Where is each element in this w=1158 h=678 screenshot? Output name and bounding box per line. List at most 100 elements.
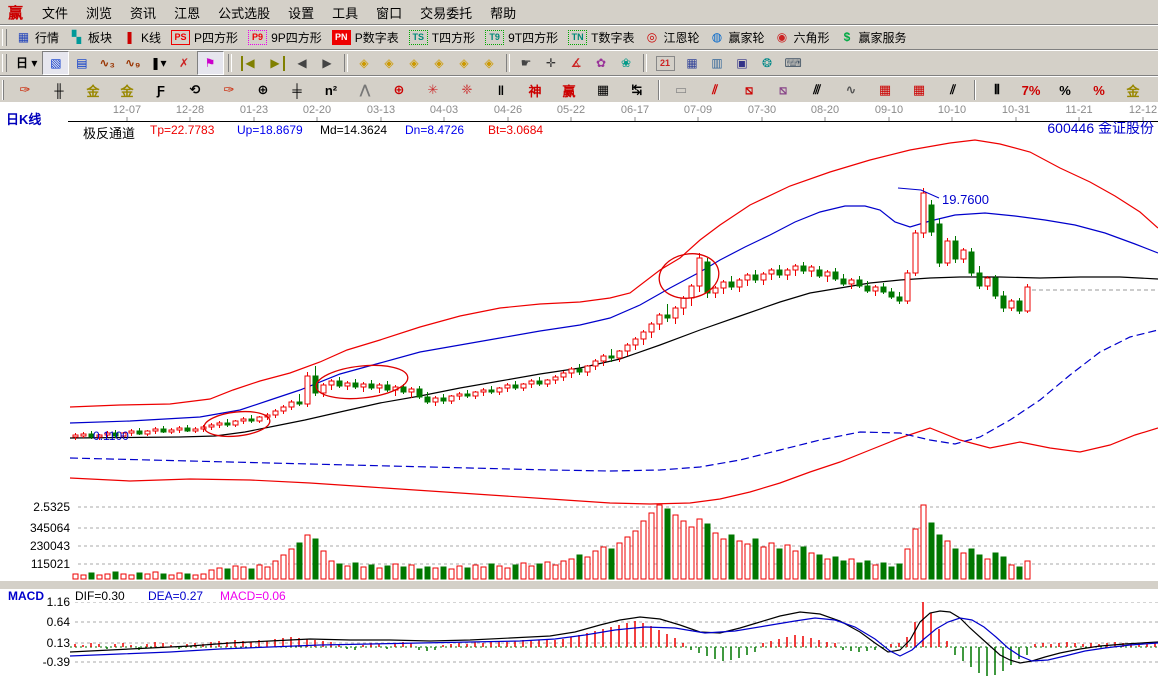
seven-percent-button[interactable]: 7%	[1014, 79, 1048, 101]
gold-grid-1-button[interactable]: 金	[76, 79, 110, 101]
calculator-button[interactable]: ▦	[680, 52, 705, 74]
chart-area[interactable]: 12-07 12-28 01-23 02-20 03-13 04-03 04-26 05-22…	[0, 102, 1158, 678]
parallel-button[interactable]: ⫽	[936, 79, 970, 101]
t-square-button[interactable]: TS T四方形	[404, 27, 480, 49]
tri-fan-button[interactable]: ⫻	[800, 79, 834, 101]
fan-box-button[interactable]: ⧅	[732, 79, 766, 101]
menu-item-1[interactable]: 浏览	[86, 5, 113, 21]
save-remote-button[interactable]: ❂	[755, 52, 780, 74]
gold-circle-button[interactable]: 金	[1116, 79, 1150, 101]
page-left-button[interactable]: ◀	[290, 52, 315, 74]
draw-pen-2-button[interactable]: ✑	[212, 79, 246, 101]
workstation-button[interactable]: ⌨	[780, 52, 807, 74]
bars-tool-button[interactable]: ⫴	[980, 79, 1014, 101]
dense-grid-button[interactable]: ╪	[280, 79, 314, 101]
menu-item-3[interactable]: 江恩	[174, 5, 201, 21]
mini-chart-3-icon: ∿₃	[99, 55, 115, 70]
hand-tool-button[interactable]: ☛	[514, 52, 539, 74]
menu-item-6[interactable]: 工具	[332, 5, 359, 21]
macd-axis-label: -0.39	[42, 655, 70, 669]
go-first-button[interactable]: ◀	[236, 52, 263, 74]
winner-wheel-icon: ◍	[711, 30, 723, 44]
shen-grid-button[interactable]: 神	[518, 79, 552, 101]
diamond-shrink-button[interactable]: ◈	[427, 52, 452, 74]
p-digit-table-button[interactable]: PN P数字表	[327, 27, 404, 49]
angle-fan-icon: ⋀	[359, 82, 371, 97]
quotes-button[interactable]: ▦ 行情	[11, 27, 64, 49]
k-mark-button[interactable]: ǁ	[484, 79, 518, 101]
flag-chart-button[interactable]: ⚑	[196, 51, 224, 75]
page-right-button[interactable]: ▶	[315, 52, 340, 74]
go-last-button[interactable]: ▶	[263, 52, 290, 74]
p-square-button[interactable]: PS P四方形	[166, 27, 243, 49]
macd-title[interactable]: MACD	[8, 589, 44, 603]
spiral-button[interactable]: ⟲	[178, 79, 212, 101]
brain-tool-button[interactable]: ❀	[614, 52, 639, 74]
toolbar-separator	[343, 54, 348, 72]
diamond-right-button[interactable]: ◈	[377, 52, 402, 74]
chart-canvas[interactable]	[0, 102, 1158, 678]
hexagon-button[interactable]: ◉ 六角形	[770, 27, 835, 49]
compass-button[interactable]: ⊕	[382, 79, 416, 101]
angle-tool-button[interactable]: ∡	[564, 52, 589, 74]
toolbar-grip[interactable]	[2, 53, 7, 73]
draw-pen-button[interactable]: ✑	[8, 79, 42, 101]
span-arrows-button[interactable]: ↹	[620, 79, 654, 101]
red-grid-button[interactable]: ▦	[868, 79, 902, 101]
kline-button[interactable]: ❚ K线	[117, 27, 166, 49]
zigzag-button[interactable]: ∿	[834, 79, 868, 101]
winner-service-button[interactable]: $ 赢家服务	[835, 27, 912, 49]
gann-wheel-button[interactable]: ◎ 江恩轮	[639, 27, 704, 49]
toolbar-grip[interactable]	[2, 79, 4, 101]
menu-item-4[interactable]: 公式选股	[218, 5, 271, 21]
percent-button[interactable]: %	[1048, 79, 1082, 101]
tri-fan-icon: ⫻	[813, 82, 821, 97]
menu-item-0[interactable]: 文件	[42, 5, 69, 21]
chart-style-button[interactable]: ▧	[42, 51, 70, 75]
menu-item-7[interactable]: 窗口	[376, 5, 403, 21]
9t-square-button[interactable]: T9 9T四方形	[480, 27, 563, 49]
red-fan-button[interactable]: ⫽	[698, 79, 732, 101]
mini-chart-3-button[interactable]: ∿₃	[94, 52, 120, 74]
percent-line-button[interactable]: %	[1082, 79, 1116, 101]
fan-box-2-button[interactable]: ⧅	[766, 79, 800, 101]
angle-fan-button[interactable]: ⋀	[348, 79, 382, 101]
sectors-button[interactable]: ▚ 板块	[64, 27, 117, 49]
diamond-zoom-out-button[interactable]: ◈	[477, 52, 502, 74]
diamond-left-button[interactable]: ◈	[352, 52, 377, 74]
red-grid-2-button[interactable]: ▦	[902, 79, 936, 101]
t-digit-table-button[interactable]: TN T数字表	[563, 27, 639, 49]
winner-wheel-button[interactable]: ◍ 赢家轮	[704, 27, 769, 49]
win-grid-button[interactable]: 赢	[552, 79, 586, 101]
toolbar-grip[interactable]	[2, 28, 7, 47]
notes-button[interactable]: ▥	[705, 52, 730, 74]
diamond-expand-button[interactable]: ◈	[402, 52, 427, 74]
detail-list-button[interactable]: ▤	[69, 52, 94, 74]
diamond-expand-icon: ◈	[409, 55, 419, 70]
f-grid-button[interactable]: Ƒ	[144, 79, 178, 101]
crosshair-tool-button[interactable]: ✛	[539, 52, 564, 74]
delete-mark-button[interactable]: ✗	[172, 52, 197, 74]
9p-square-button[interactable]: P9 9P四方形	[243, 27, 327, 49]
n-square-button[interactable]: n²	[314, 79, 348, 101]
save-button[interactable]: ▣	[730, 52, 755, 74]
menu-item-9[interactable]: 帮助	[490, 5, 517, 21]
num-grid-button[interactable]: ▦	[586, 79, 620, 101]
gold-line-button[interactable]: 金	[1150, 79, 1158, 101]
diamond-zoom-in-button[interactable]: ◈	[452, 52, 477, 74]
quotes-label: 行情	[35, 31, 60, 45]
box-tool-button[interactable]: ▭	[664, 79, 698, 101]
flower-tool-button[interactable]: ✿	[589, 52, 614, 74]
period-day-dropdown-button[interactable]: 日 ▾	[11, 52, 42, 74]
menu-item-8[interactable]: 交易委托	[420, 5, 473, 21]
mini-chart-9-button[interactable]: ∿₉	[120, 52, 145, 74]
menu-item-5[interactable]: 设置	[288, 5, 315, 21]
menu-item-2[interactable]: 资讯	[130, 5, 157, 21]
gold-grid-2-button[interactable]: 金	[110, 79, 144, 101]
calendar-21-button[interactable]: 21	[651, 52, 680, 74]
candle-type-dropdown-button[interactable]: ❚▾	[145, 52, 171, 74]
time-circle-button[interactable]: ⊕	[246, 79, 280, 101]
grid-line-button[interactable]: ╫	[42, 79, 76, 101]
star-web-2-button[interactable]: ❈	[450, 79, 484, 101]
star-web-button[interactable]: ✳	[416, 79, 450, 101]
